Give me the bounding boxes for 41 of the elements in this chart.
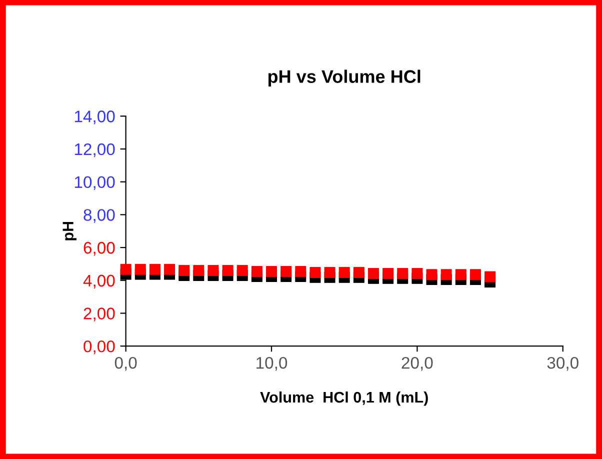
point [324, 267, 336, 278]
point [222, 265, 234, 276]
point [251, 266, 262, 278]
point [440, 269, 452, 280]
point [295, 266, 306, 278]
x-tick-label: 20,0 [402, 356, 433, 371]
point [426, 269, 438, 280]
point [208, 265, 219, 276]
chart-title: pH vs Volume HCl [268, 70, 420, 87]
y-tick-label: 6,00 [84, 242, 115, 256]
point [470, 269, 481, 280]
point [397, 268, 408, 279]
point [120, 264, 132, 275]
y-axis-title: pH [62, 222, 76, 240]
point [310, 267, 321, 278]
x-tick-label: 0,0 [114, 356, 137, 371]
point [236, 265, 248, 276]
point [178, 265, 190, 276]
y-tick-label: 0,00 [84, 340, 115, 354]
x-tick-label: 30,0 [547, 356, 578, 371]
point [455, 269, 466, 280]
x-axis-title: Volume HCl 0,1 M (mL) [260, 391, 428, 406]
point [193, 265, 204, 276]
point [412, 268, 423, 279]
point [338, 267, 350, 278]
point [266, 266, 277, 278]
y-tick-label: 4,00 [83, 274, 115, 289]
point [382, 268, 394, 279]
x-tick-label: 10,0 [256, 356, 288, 371]
y-tick-label: 10,00 [74, 176, 115, 190]
point [280, 266, 292, 278]
point [484, 271, 496, 282]
point [149, 264, 160, 275]
y-tick-label: 14,00 [74, 110, 115, 124]
point [353, 267, 364, 278]
point [368, 268, 379, 279]
point [134, 264, 146, 275]
y-tick-label: 8,00 [84, 209, 115, 223]
point [164, 264, 176, 275]
y-tick-label: 2,00 [84, 308, 115, 322]
y-tick-label: 12,00 [74, 143, 115, 158]
